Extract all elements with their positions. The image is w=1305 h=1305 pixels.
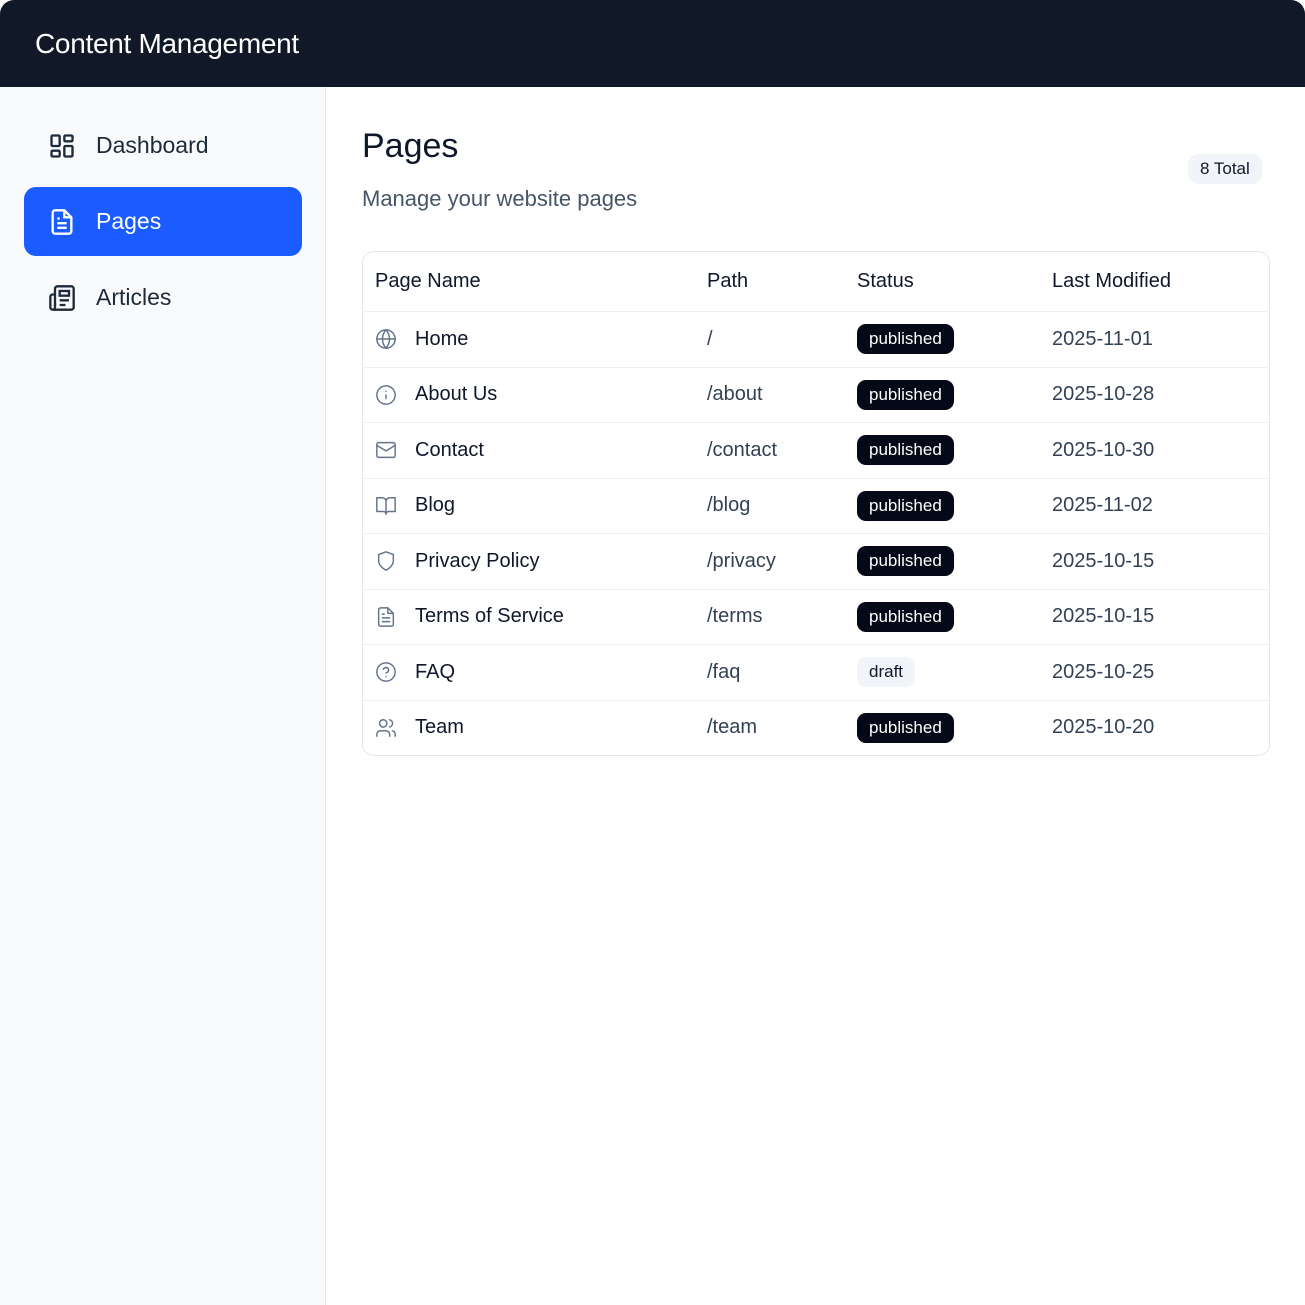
cell-path: / — [707, 327, 713, 350]
column-header-path[interactable]: Path — [707, 270, 749, 292]
status-badge: published — [857, 379, 954, 410]
cell-modified: 2025-10-15 — [1052, 549, 1155, 572]
cell-modified: 2025-10-15 — [1052, 605, 1155, 628]
page-title: Pages — [362, 127, 459, 165]
sidebar-item-label: Pages — [96, 208, 162, 234]
cell-name: Team — [363, 716, 707, 739]
cell-modified: 2025-11-01 — [1052, 327, 1153, 350]
page-subtitle: Manage your website pages — [362, 186, 638, 211]
shield-icon — [377, 551, 395, 572]
table-row[interactable]: About Us /about published 2025-10-28 — [363, 366, 1269, 423]
cell-name: Contact — [363, 439, 707, 462]
cell-name: About Us — [363, 383, 707, 406]
users-icon — [376, 718, 396, 737]
cell-modified: 2025-11-02 — [1052, 494, 1153, 517]
cell-status: published — [857, 601, 1052, 632]
status-badge: published — [857, 601, 954, 632]
cell-status: published — [857, 324, 1052, 355]
column-header-modified[interactable]: Last Modified — [1052, 270, 1171, 292]
page-name[interactable]: Privacy Policy — [415, 549, 540, 572]
info-icon — [376, 384, 396, 405]
table-row[interactable]: Privacy Policy /privacy published 2025-1… — [363, 533, 1269, 589]
status-badge: published — [857, 435, 954, 466]
table-row[interactable]: Contact /contact published 2025-10-30 — [363, 422, 1269, 478]
cell-path: /terms — [707, 605, 763, 628]
page-name[interactable]: Contact — [415, 438, 484, 461]
cell-name: Terms of Service — [363, 605, 707, 628]
table-row[interactable]: FAQ /faq draft 2025-10-25 — [363, 644, 1269, 700]
app-title: Content Management — [35, 28, 299, 59]
page-name[interactable]: Home — [415, 327, 469, 350]
mail-icon — [376, 442, 396, 459]
newspaper-icon — [49, 284, 75, 311]
cell-modified: 2025-10-30 — [1052, 438, 1155, 461]
cell-path: /faq — [707, 660, 741, 683]
file-text-icon — [377, 606, 395, 627]
cell-name: Home — [363, 328, 707, 351]
cell-status: published — [857, 379, 1052, 410]
globe-icon — [376, 329, 396, 350]
status-badge: published — [857, 546, 954, 577]
sidebar-item-pages[interactable]: Pages — [24, 187, 302, 256]
page-name[interactable]: Blog — [415, 494, 456, 517]
cell-status: draft — [857, 657, 1052, 688]
page-name[interactable]: Team — [415, 716, 464, 739]
cell-status: published — [857, 490, 1052, 521]
cell-modified: 2025-10-25 — [1052, 660, 1155, 683]
page-name[interactable]: FAQ — [415, 660, 456, 683]
cell-name: FAQ — [363, 661, 707, 684]
sidebar-item-articles[interactable]: Articles — [24, 263, 302, 332]
cell-name: Privacy Policy — [363, 550, 707, 573]
cell-status: published — [857, 435, 1052, 466]
help-circle-icon — [376, 662, 396, 683]
sidebar: Dashboard Pages Articles — [0, 87, 326, 1305]
page-name[interactable]: Terms of Service — [415, 605, 564, 628]
cell-modified: 2025-10-28 — [1052, 383, 1155, 406]
table-header: Page Name Path Status Last Modified — [363, 252, 1269, 311]
dashboard-icon — [50, 133, 74, 158]
status-badge: draft — [857, 657, 916, 688]
cell-status: published — [857, 546, 1052, 577]
table-row[interactable]: Home / published 2025-11-01 — [363, 311, 1269, 367]
status-badge: published — [857, 490, 954, 521]
status-badge: published — [857, 712, 954, 743]
column-header-name[interactable]: Page Name — [375, 270, 481, 292]
book-open-icon — [376, 496, 396, 515]
sidebar-item-label: Dashboard — [96, 132, 209, 158]
cell-status: published — [857, 712, 1052, 743]
file-text-icon — [51, 208, 73, 235]
cell-modified: 2025-10-20 — [1052, 716, 1155, 739]
cell-name: Blog — [363, 494, 707, 517]
pages-table: Page Name Path Status Last Modified Home… — [362, 251, 1270, 756]
page-name[interactable]: About Us — [415, 383, 498, 406]
sidebar-item-label: Articles — [96, 284, 172, 310]
cell-path: /contact — [707, 438, 778, 461]
cell-path: /team — [707, 716, 758, 739]
app-header: Content Management — [0, 0, 1305, 87]
table-row[interactable]: Terms of Service /terms published 2025-1… — [363, 588, 1269, 645]
cell-path: /blog — [707, 494, 751, 517]
table-row[interactable]: Team /team published 2025-10-20 — [363, 699, 1269, 756]
column-header-status[interactable]: Status — [857, 270, 914, 292]
main-content: Pages Manage your website pages 8 Total … — [327, 87, 1305, 1305]
total-badge: 8 Total — [1188, 154, 1262, 184]
cell-path: /privacy — [707, 549, 776, 572]
cell-path: /about — [707, 383, 763, 406]
status-badge: published — [857, 324, 954, 355]
sidebar-item-dashboard[interactable]: Dashboard — [24, 111, 302, 180]
table-row[interactable]: Blog /blog published 2025-11-02 — [363, 477, 1269, 534]
